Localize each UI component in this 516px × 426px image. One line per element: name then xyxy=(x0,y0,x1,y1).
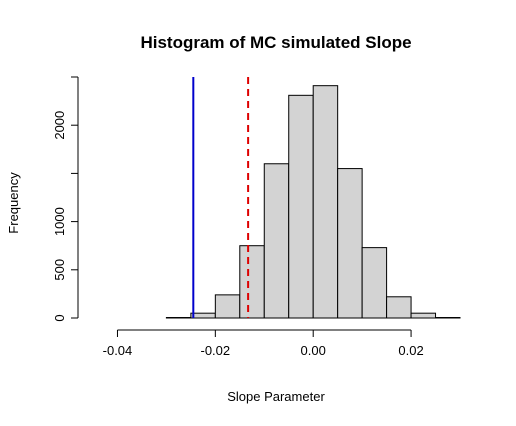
x-tick-label-0: -0.04 xyxy=(103,343,133,358)
y-axis-label: Frequency xyxy=(6,172,21,234)
y-tick-label-1: 500 xyxy=(52,259,67,281)
chart-title: Histogram of MC simulated Slope xyxy=(140,33,411,52)
reference-lines-group xyxy=(192,77,250,318)
y-tick-label-3: 2000 xyxy=(52,111,67,140)
histogram-bar-4 xyxy=(190,312,216,319)
histogram-bar-10 xyxy=(337,168,363,319)
y-axis: 0 500 1000 2000 xyxy=(52,76,79,322)
histogram-bar-12 xyxy=(386,296,412,319)
histogram-bar-7 xyxy=(263,163,290,319)
histogram-bar-13 xyxy=(410,312,437,319)
x-axis: -0.04 -0.02 0.00 0.02 xyxy=(103,329,424,358)
x-tick-label-1: -0.02 xyxy=(201,343,231,358)
histogram-bar-5 xyxy=(214,294,241,319)
histogram-bar-8 xyxy=(288,94,314,319)
histogram-bar-9 xyxy=(312,85,339,319)
x-tick-label-2: 0.00 xyxy=(301,343,326,358)
histogram-bar-6 xyxy=(239,245,265,319)
x-tick-label-3: 0.02 xyxy=(398,343,423,358)
x-axis-label: Slope Parameter xyxy=(227,389,325,404)
bars-group xyxy=(165,85,461,319)
y-tick-label-2: 1000 xyxy=(52,207,67,236)
histogram-bar-11 xyxy=(361,247,388,319)
y-tick-label-0: 0 xyxy=(52,314,67,321)
